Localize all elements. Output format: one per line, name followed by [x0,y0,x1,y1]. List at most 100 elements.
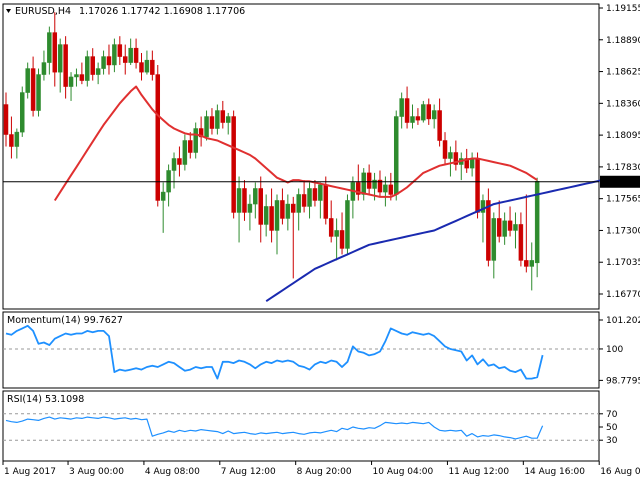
candle-body [14,131,20,147]
candle-body [404,98,410,123]
momentum-tick-label: 101.2021 [606,316,640,326]
candle-body [150,59,155,75]
candle-body [30,68,36,111]
symbol-label: EURUSD,H4 [15,6,71,17]
candle-body [356,182,361,195]
candle-body [421,104,426,121]
candle-body [274,200,280,231]
candle-body [518,224,524,261]
candle-body [426,104,432,120]
candle-body [410,116,415,123]
candle-body [198,128,204,138]
price-tick-label: 1.18360 [606,99,640,109]
candle-body [366,172,372,189]
candle-body [204,116,209,138]
candle-body [247,203,253,213]
time-tick-label: 3 Aug 00:00 [69,467,124,477]
candle-body [437,110,442,141]
candle-body [431,110,437,120]
candle-body [160,191,166,201]
candle-body [307,188,312,207]
candle-body [52,32,58,73]
candle-body [25,68,30,93]
candle-body [215,110,220,129]
candle-body [236,188,242,213]
price-axis: 1.19155 1.18890 1.18625 1.18360 1.18095 1.178… [599,4,640,300]
collapse-triangle-icon[interactable] [6,9,11,13]
rsi-line [5,416,544,440]
sma-fast-line [53,85,538,202]
candle-body [182,140,188,165]
rsi-tick-label: 70 [606,410,618,420]
candle-body [144,59,150,73]
candle-body [128,47,133,63]
candle-body [85,56,90,81]
candle-body [253,188,258,205]
momentum-line [5,324,544,380]
candle-body [328,218,334,237]
candle-body [502,220,507,237]
candle-body [475,158,480,213]
candle-body [36,74,41,111]
rsi-tick-label: 30 [606,436,618,446]
candle-body [442,140,448,159]
main-pane-frame [2,3,600,310]
candle-body [9,134,14,147]
momentum-title: Momentum(14) 99.7627 [7,315,123,326]
candle-body [193,128,198,153]
candle-body [486,200,491,261]
price-tick-label: 1.19155 [606,4,640,14]
candle-body [513,224,518,231]
candle-body [57,44,63,73]
candle-body [106,56,112,66]
candle-body [90,56,95,75]
candle-body [101,56,106,69]
current-price-label: 1.17706 [602,178,639,188]
time-tick-label: 11 Aug 12:00 [448,467,509,477]
candle-body [291,203,296,213]
price-tick-label: 1.17830 [606,163,640,173]
candle-body [177,158,182,165]
candle-body [496,218,502,237]
price-plot: 1.17706 [3,12,640,303]
rsi-title: RSI(14) 53.1098 [7,394,84,405]
candle-body [47,32,52,63]
candle-body [415,116,421,121]
candle-body [372,179,377,189]
candle-body [393,116,399,195]
candle-body [20,92,25,133]
candle-body [448,152,453,159]
candle-body [258,188,263,225]
candle-body [296,194,301,213]
candle-body [225,116,231,123]
price-tick-label: 1.17565 [606,195,640,205]
candle-body [453,152,459,165]
time-tick-label: 1 Aug 2017 [4,467,56,477]
candle-body [285,203,291,219]
time-tick-label: 8 Aug 20:00 [297,467,352,477]
candle-body [68,76,74,87]
price-tick-label: 1.17035 [606,258,640,268]
price-tick-label: 1.18890 [606,36,640,46]
rsi-pane-frame [2,390,600,462]
candle-body [524,260,529,267]
candle-body [74,74,79,78]
candle-body [209,116,215,129]
current-price-tag [600,175,640,188]
candle-body [529,260,534,267]
rsi-plot: 70 50 30 [3,410,618,446]
candle-body [79,74,85,81]
candle-body [383,184,388,193]
candle-body [263,206,269,225]
candle-body [377,179,383,193]
candle-body [188,140,193,153]
candle-body [171,158,177,171]
momentum-tick-label: 100 [606,345,623,355]
candle-body [323,184,329,219]
candle-body [41,62,47,75]
candle-body [139,62,144,73]
candle-body [122,56,128,63]
candle-body [133,47,139,63]
